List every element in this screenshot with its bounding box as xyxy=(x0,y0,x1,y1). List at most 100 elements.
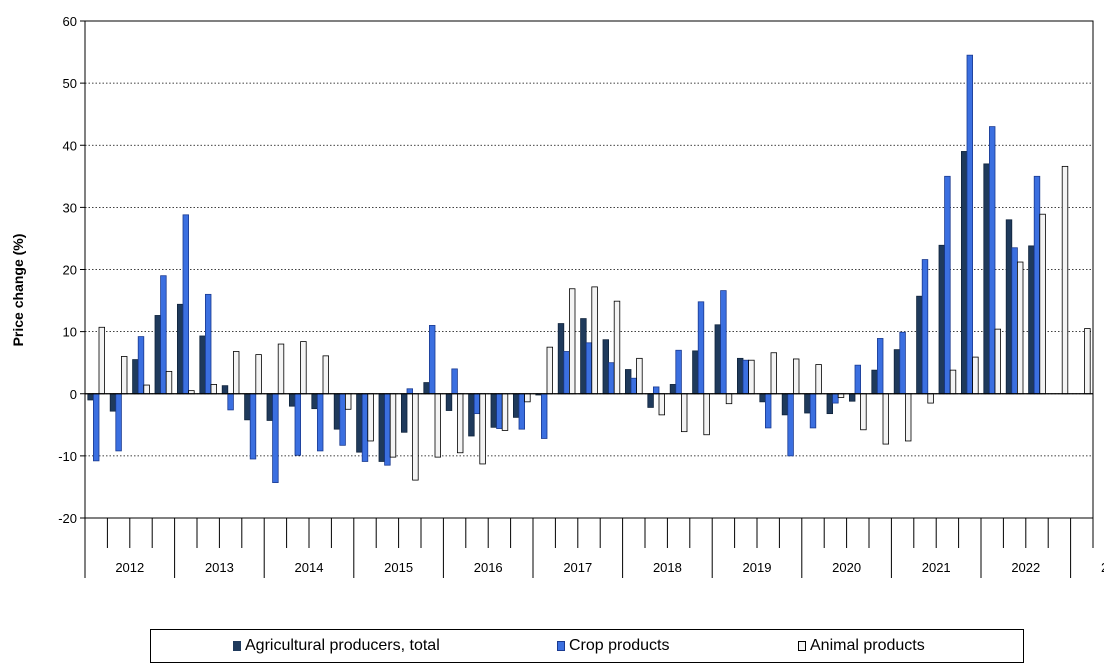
bar xyxy=(743,360,749,394)
bar xyxy=(715,325,721,394)
bar xyxy=(138,337,144,394)
bar xyxy=(676,350,682,393)
bar xyxy=(116,394,122,451)
bar xyxy=(810,394,816,428)
bar xyxy=(961,151,967,393)
bar xyxy=(995,329,1001,394)
bar xyxy=(323,356,329,394)
x-tick-label: 2012 xyxy=(115,560,144,575)
x-tick-label: 2020 xyxy=(832,560,861,575)
bar xyxy=(99,327,105,393)
y-tick-label: 50 xyxy=(63,76,77,91)
bar xyxy=(200,336,206,394)
bar xyxy=(614,301,620,394)
x-tick-label: 2014 xyxy=(295,560,324,575)
bar xyxy=(155,315,161,393)
bar xyxy=(334,394,340,429)
bar xyxy=(233,352,239,394)
bar xyxy=(513,394,519,418)
bar xyxy=(765,394,771,428)
bar xyxy=(1034,176,1040,393)
bar xyxy=(379,394,385,462)
bar xyxy=(357,394,363,452)
bar xyxy=(424,383,430,394)
y-tick-label: 60 xyxy=(63,14,77,29)
bar xyxy=(228,394,234,410)
bar xyxy=(950,370,956,394)
legend-label-total: Agricultural producers, total xyxy=(245,637,440,655)
bar xyxy=(827,394,833,414)
bar xyxy=(429,325,435,393)
bar xyxy=(183,215,189,394)
bar xyxy=(211,384,217,393)
bar xyxy=(939,245,945,393)
bar xyxy=(900,332,906,394)
legend: Agricultural producers, total Crop produ… xyxy=(150,629,1024,663)
bar xyxy=(648,394,654,408)
bar xyxy=(625,370,631,394)
bar xyxy=(1017,262,1023,394)
bar xyxy=(1040,214,1046,394)
bar xyxy=(121,356,127,393)
bar xyxy=(93,394,99,461)
bar xyxy=(161,276,167,394)
bar xyxy=(922,260,928,394)
bars-group xyxy=(88,55,1090,482)
bar xyxy=(317,394,323,451)
bar xyxy=(967,55,973,394)
bar xyxy=(177,304,183,393)
bar xyxy=(693,351,699,394)
bar xyxy=(110,394,116,411)
bar xyxy=(1006,220,1012,394)
legend-swatch-animal xyxy=(798,641,806,651)
bar xyxy=(256,355,262,394)
bar xyxy=(721,291,727,394)
y-tick-labels: -20-100102030405060 xyxy=(58,14,77,526)
bar xyxy=(133,360,139,394)
bar xyxy=(273,394,279,483)
bar xyxy=(771,353,777,394)
bar xyxy=(289,394,295,406)
bar xyxy=(1029,246,1035,394)
y-tick-label: 0 xyxy=(70,387,77,402)
legend-label-animal: Animal products xyxy=(810,637,925,655)
bar xyxy=(917,296,923,394)
bar xyxy=(547,347,553,394)
bar xyxy=(480,394,486,464)
bar xyxy=(301,342,307,394)
bar xyxy=(631,378,637,394)
bar xyxy=(474,394,480,414)
bar-chart: -20 -10 0 10 20 30 40 50 60 2012 2013 2014 2015 2016… xyxy=(0,0,1104,620)
bar xyxy=(245,394,251,420)
x-tick-label: 2019 xyxy=(743,560,772,575)
legend-item-crop: Crop products xyxy=(557,637,670,655)
bar xyxy=(849,394,855,401)
bar xyxy=(698,302,704,394)
y-tick-label: 20 xyxy=(63,263,77,278)
x-tick-label: 2015 xyxy=(384,560,413,575)
bar xyxy=(88,394,94,400)
bar xyxy=(569,289,575,394)
bar xyxy=(637,358,643,393)
bar xyxy=(681,394,687,432)
bar xyxy=(877,338,883,393)
bar xyxy=(816,365,822,394)
bar xyxy=(446,394,452,411)
bar xyxy=(295,394,301,456)
bar xyxy=(452,369,458,394)
bar xyxy=(670,384,676,393)
bar xyxy=(267,394,273,421)
bar xyxy=(603,340,609,394)
bar xyxy=(833,394,839,403)
bar xyxy=(872,370,878,394)
x-tick-label: 2017 xyxy=(563,560,592,575)
bar xyxy=(749,360,755,394)
bar xyxy=(519,394,525,429)
bar xyxy=(659,394,665,415)
bar xyxy=(222,386,228,394)
bar xyxy=(861,394,867,430)
bar xyxy=(457,394,463,453)
bar xyxy=(340,394,346,446)
bar xyxy=(586,343,592,394)
y-axis-label: Price change (%) xyxy=(10,234,26,347)
